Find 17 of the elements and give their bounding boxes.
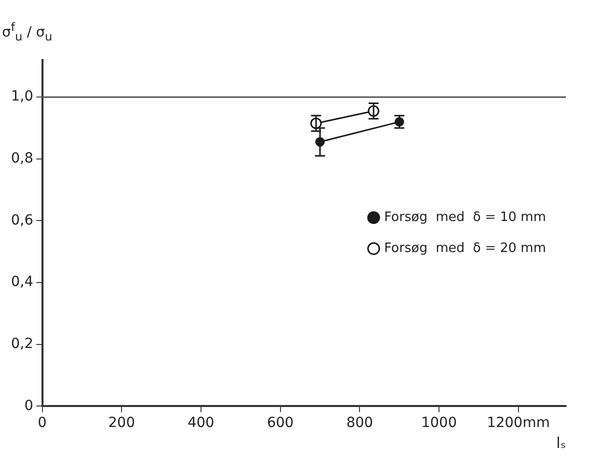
x-tick-label: 400 xyxy=(188,415,214,432)
y-tick-label: 0,8 xyxy=(11,150,34,167)
y-tick-label: 0 xyxy=(24,398,34,414)
y-tick-label: 0,6 xyxy=(11,212,34,228)
y-tick-label: 1,0 xyxy=(11,88,34,105)
x-tick-label: 200 xyxy=(108,415,135,432)
x-axis-title: lₛ xyxy=(556,434,566,452)
x-tick-label: 600 xyxy=(266,415,294,432)
legend-label: Forsøg med δ = 10 mm xyxy=(384,210,546,225)
y-tick-label: 0,2 xyxy=(11,336,34,352)
x-tick-label: 800 xyxy=(346,415,374,432)
y-axis-title: σ$^{f}$$_{u}$ / σ$_{u}$ xyxy=(2,20,52,44)
x-tick-label: 1200mm xyxy=(486,415,550,432)
x-tick-label: 0 xyxy=(38,415,47,432)
y-tick-label: 0,4 xyxy=(11,274,34,290)
legend-label: Forsøg med δ = 20 mm xyxy=(384,240,546,256)
x-tick-label: 1000 xyxy=(421,415,457,432)
